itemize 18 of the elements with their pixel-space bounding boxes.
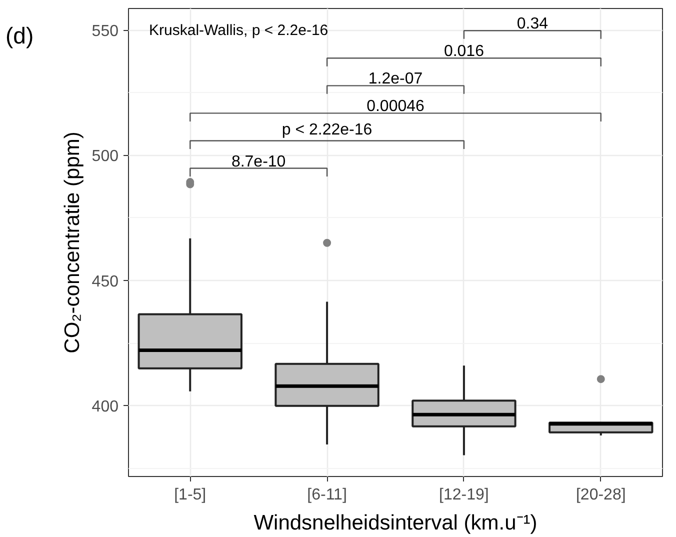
y-axis-title: CO₂-concentratie (ppm) (60, 132, 84, 354)
annotation: 8.7e-10 (231, 153, 286, 170)
annotation: 0.00046 (366, 98, 425, 116)
annotation: p < 2.22e-16 (282, 122, 372, 139)
y-tick-label: 400 (92, 398, 119, 416)
annotation: 0.34 (516, 16, 548, 33)
text: (d) (6, 22, 34, 48)
y-tick-label: 500 (92, 148, 119, 166)
x-tick-label: [20-28] (576, 486, 626, 504)
x-tick-label: [12-19] (439, 486, 489, 504)
x-axis-title: Windsnelheidsinterval (km.u⁻¹) (254, 512, 538, 534)
annotation: Kruskal-Wallis, p < 2.2e-16 (149, 22, 328, 40)
x-tick-label: [1-5] (174, 486, 206, 504)
annotation: 0.016 (444, 43, 484, 60)
x-tick-label: [6-11] (307, 486, 347, 504)
y-tick-label: 550 (92, 23, 119, 40)
annotation: 1.2e-07 (368, 70, 423, 88)
y-tick-label: 450 (92, 273, 119, 290)
